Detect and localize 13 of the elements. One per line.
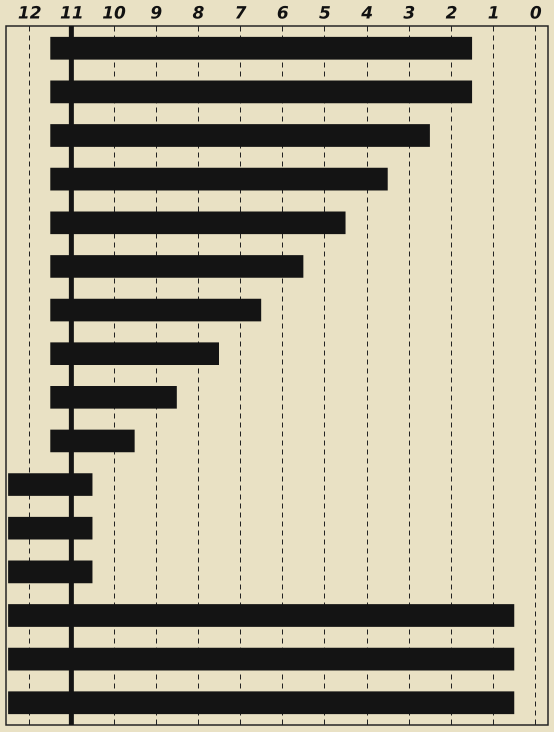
x-tick-label: 0 [530, 4, 542, 24]
x-tick-label: 4 [360, 4, 374, 24]
x-tick-label: 10 [102, 4, 126, 24]
x-tick-label: 5 [319, 4, 331, 24]
x-tick-label: 3 [403, 4, 416, 24]
x-tick-label: 7 [234, 4, 247, 24]
x-tick-label: 8 [192, 4, 204, 24]
x-tick-label: 12 [18, 4, 42, 24]
x-tick-label: 6 [276, 4, 289, 24]
x-tick-label: 2 [446, 4, 458, 24]
x-tick-label: 11 [60, 4, 84, 24]
x-tick-label: 9 [150, 4, 162, 24]
x-tick-label: 1 [488, 4, 500, 24]
